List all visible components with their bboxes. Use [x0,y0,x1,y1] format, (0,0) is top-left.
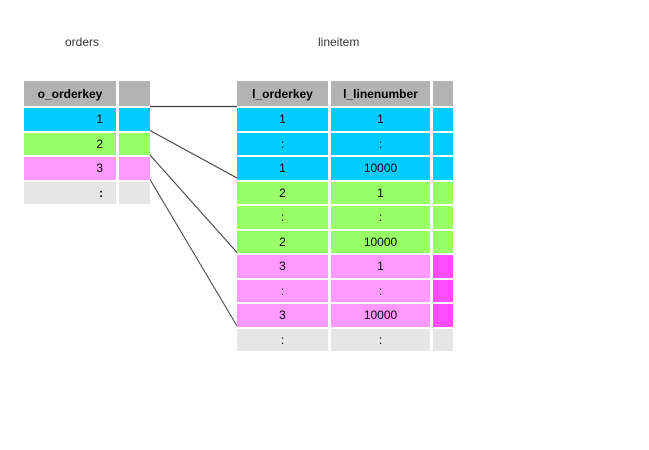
orders-table: o_orderkey 1 2 3 : [24,81,150,204]
orders-header-tag [119,81,150,106]
lineitem-cell-orderkey: : [237,328,328,351]
orders-cell-key: : [24,181,116,204]
lineitem-cell-orderkey: 2 [237,230,328,253]
lineitem-cell-tag [433,279,453,302]
lineitem-cell-orderkey: 2 [237,181,328,204]
lineitem-cell-tag [433,206,453,229]
lineitem-cell-tag [433,157,453,180]
lineitem-cell-orderkey: 3 [237,255,328,278]
lineitem-cell-tag [433,230,453,253]
lineitem-row-2: : : [237,132,453,155]
lineitem-cell-linenumber: : [331,279,430,302]
lineitem-cell-tag [433,255,453,278]
lineitem-cell-linenumber: 10000 [331,304,430,327]
connector-order3-line [149,179,238,327]
lineitem-cell-linenumber: 1 [331,108,430,131]
orders-cell-tag [119,181,150,204]
lineitem-cell-orderkey: : [237,132,328,155]
lineitem-cell-orderkey: : [237,206,328,229]
lineitem-cell-linenumber: 10000 [331,157,430,180]
lineitem-cell-linenumber: 10000 [331,230,430,253]
lineitem-cell-linenumber: : [331,328,430,351]
orders-row-ellipsis: : [24,181,150,204]
lineitem-row-6: 2 10000 [237,230,453,253]
lineitem-cell-orderkey: 3 [237,304,328,327]
lineitem-cell-tag [433,132,453,155]
lineitem-row-8: : : [237,279,453,302]
lineitem-row-5: : : [237,206,453,229]
orders-cell-tag [119,132,150,155]
lineitem-row-7: 3 1 [237,255,453,278]
lineitem-cell-orderkey: 1 [237,157,328,180]
lineitem-cell-tag [433,108,453,131]
lineitem-row-9: 3 10000 [237,304,453,327]
lineitem-header-tag [433,81,453,106]
lineitem-row-3: 1 10000 [237,157,453,180]
orders-cell-tag [119,108,150,131]
lineitem-cell-tag [433,181,453,204]
orders-header-row: o_orderkey [24,81,150,106]
lineitem-row-4: 2 1 [237,181,453,204]
lineitem-header-row: l_orderkey l_linenumber [237,81,453,106]
lineitem-cell-linenumber: 1 [331,255,430,278]
lineitem-cell-linenumber: 1 [331,181,430,204]
lineitem-cell-orderkey: 1 [237,108,328,131]
connector-order2-line [149,154,238,253]
lineitem-header-linenumber: l_linenumber [331,81,430,106]
orders-row-1: 1 [24,108,150,131]
orders-title: orders [65,35,100,49]
orders-header-key: o_orderkey [24,81,116,106]
orders-cell-key: 3 [24,157,116,180]
orders-row-3: 3 [24,157,150,180]
lineitem-title: lineitem [318,35,360,49]
lineitem-cell-tag [433,328,453,351]
lineitem-table: l_orderkey l_linenumber 1 1 : : 1 10000 … [237,81,453,351]
orders-cell-key: 2 [24,132,116,155]
lineitem-cell-linenumber: : [331,206,430,229]
connector-order1-line [149,130,238,179]
lineitem-row-1: 1 1 [237,108,453,131]
lineitem-cell-orderkey: : [237,279,328,302]
lineitem-cell-tag [433,304,453,327]
orders-cell-key: 1 [24,108,116,131]
lineitem-header-orderkey: l_orderkey [237,81,328,106]
orders-cell-tag [119,157,150,180]
lineitem-row-ellipsis: : : [237,328,453,351]
orders-row-2: 2 [24,132,150,155]
lineitem-cell-linenumber: : [331,132,430,155]
